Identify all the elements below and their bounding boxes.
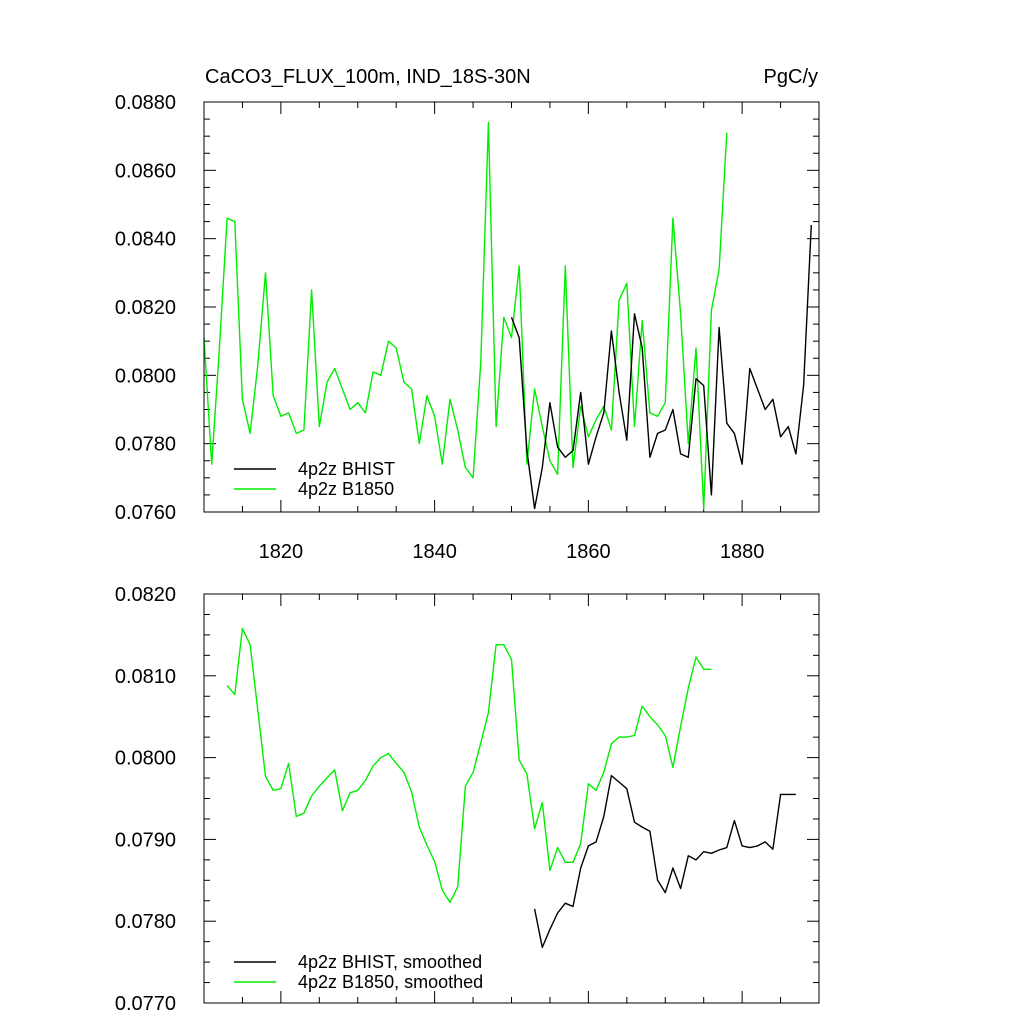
tick-labels-bottom: 0.0770 0.0780 0.0790 0.0800 0.0810 0.0820 [115,584,176,1015]
plot-frame-bottom [203,593,820,1004]
series-line [226,627,712,904]
series-line [510,224,812,510]
y-tick-label: 0.0860 [115,160,176,182]
chart-units: PgC/y [764,66,818,88]
y-tick-label: 0.0780 [115,434,176,456]
series-line [533,774,796,949]
x-tick-label: 1880 [720,541,765,563]
x-tick-label: 1860 [566,541,611,563]
y-tick-label: 0.0820 [115,584,176,606]
legend-label: 4p2z B1850 [298,479,394,499]
y-tick-label: 0.0800 [115,748,176,770]
x-tick-label: 1820 [259,541,304,563]
x-tick-label: 1840 [412,541,457,563]
panel-bottom: 0.0770 0.0780 0.0790 0.0800 0.0810 0.0820 4p2… [115,584,820,1015]
y-tick-label: 0.0770 [115,993,176,1015]
series-line [203,121,728,510]
legend-label: 4p2z BHIST, smoothed [298,952,482,972]
y-tick-label: 0.0810 [115,666,176,688]
y-tick-label: 0.0790 [115,829,176,851]
y-tick-label: 0.0840 [115,229,176,251]
series-lines-top [203,121,812,510]
legend-label: 4p2z BHIST [298,459,395,479]
y-tick-label: 0.0820 [115,297,176,319]
ticks-bottom [203,593,820,1004]
chart-title: CaCO3_FLUX_100m, IND_18S-30N [205,66,531,88]
panel-top: CaCO3_FLUX_100m, IND_18S-30N PgC/y 0.076… [115,66,820,563]
y-tick-label: 0.0760 [115,502,176,524]
y-tick-label: 0.0780 [115,911,176,933]
tick-labels-top: 0.0760 0.0780 0.0800 0.0820 0.0840 0.0860 0.08… [115,92,765,563]
y-tick-label: 0.0800 [115,365,176,387]
plot-frame-top [203,101,820,513]
legend-label: 4p2z B1850, smoothed [298,972,483,992]
series-lines-bottom [226,627,796,949]
y-tick-label: 0.0880 [115,92,176,114]
ticks-top [203,101,820,513]
